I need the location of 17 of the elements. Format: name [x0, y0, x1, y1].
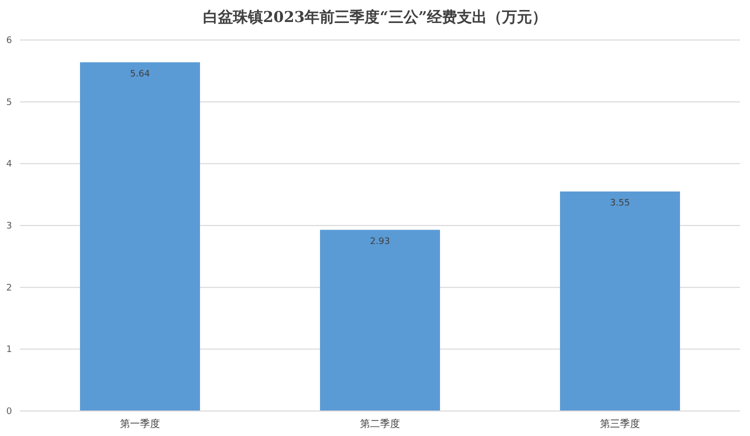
- bar: [80, 62, 200, 411]
- y-tick-label: 1: [6, 345, 12, 356]
- y-tick-label: 2: [6, 283, 12, 294]
- y-tick-label: 3: [6, 222, 12, 232]
- bar: [320, 230, 440, 411]
- bar: [560, 191, 680, 411]
- y-tick-label: 6: [6, 36, 12, 46]
- y-tick-label: 4: [6, 160, 12, 170]
- y-tick-label: 5: [6, 98, 12, 108]
- data-label: 2.93: [370, 236, 390, 247]
- x-tick-label: 第一季度: [120, 418, 160, 430]
- data-label: 5.64: [130, 69, 150, 80]
- x-tick-label: 第三季度: [600, 418, 640, 430]
- x-tick-label: 第二季度: [360, 418, 400, 430]
- y-tick-label: 0: [6, 407, 12, 417]
- chart-title: 白盆珠镇2023年前三季度“三公”经费支出（万元）: [202, 8, 548, 26]
- data-label: 3.55: [610, 198, 630, 208]
